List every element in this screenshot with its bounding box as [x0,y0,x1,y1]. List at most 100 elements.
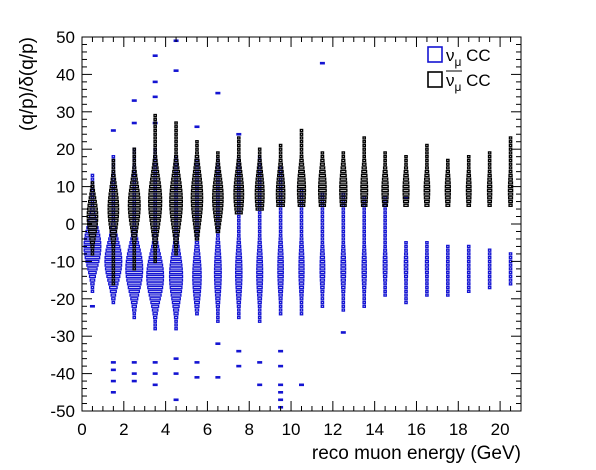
bin-box [90,285,95,290]
bin-box [193,248,200,252]
bin-box [257,154,262,159]
bin-box [425,158,429,163]
bin-box [214,222,222,226]
bin-box [446,282,450,286]
bin-box [487,255,492,260]
bin-box [213,270,222,275]
bin-box [299,222,304,226]
bin-box [402,188,410,193]
outlier-mark [319,61,325,65]
y-tick-label: -10 [50,252,75,271]
bin-box [193,252,201,256]
bin-box [486,192,493,196]
bin-box [173,312,179,316]
bin-box [90,252,95,256]
bin-box [195,147,199,151]
bin-box [277,169,284,174]
bin-box [320,241,325,245]
bin-box [487,274,492,279]
bin-box [215,226,221,230]
bin-box [128,211,141,215]
bin-box [404,293,408,297]
bin-box [86,207,98,211]
bin-box [424,166,429,170]
bin-box [425,154,429,159]
bin-box [425,147,429,151]
bin-box [319,255,326,260]
bin-box [362,218,367,222]
bin-box [319,252,325,256]
bin-box [487,203,492,207]
bin-box [466,162,471,166]
bin-box [193,293,201,297]
bin-box [298,169,305,174]
bin-box [466,158,471,163]
bin-box [425,143,429,148]
bin-box [216,319,220,323]
bin-box [153,113,157,118]
bin-box [362,297,367,301]
y-tick-label: 50 [56,28,75,47]
bin-box [508,255,513,260]
bin-box [236,312,241,316]
bin-box [361,267,367,271]
bin-box [319,278,326,282]
bin-box [508,158,513,163]
bin-box [150,173,160,178]
bin-box [192,259,202,264]
bin-box [192,173,202,178]
bin-box [131,304,137,308]
bin-box [151,233,159,237]
bin-box [466,166,471,170]
bin-box [383,248,388,252]
bin-box [319,270,326,275]
bin-box [153,255,157,260]
bin-box [233,192,245,196]
bin-box [257,226,262,230]
outlier-mark [152,383,158,387]
bin-box [192,282,202,286]
bin-box [340,263,347,267]
bin-box [236,226,241,230]
bin-box [340,278,346,282]
bin-box [257,229,262,234]
bin-box [213,267,222,271]
bin-box [173,241,179,245]
bin-box [257,147,262,151]
bin-box [255,203,265,207]
bin-box [361,274,367,279]
bin-box [110,181,117,185]
bin-box [149,184,162,189]
outlier-mark [278,391,284,394]
bin-box [487,154,492,159]
bin-box [317,188,327,193]
bin-box [148,199,163,204]
bin-box [341,297,346,301]
bin-box [148,207,163,211]
legend-label: νμ CC [446,46,491,69]
bin-box [132,255,137,260]
bin-box [152,158,158,163]
bin-box [170,214,183,219]
bin-box [465,184,472,189]
bin-box [131,169,137,174]
bin-box [404,158,408,163]
outlier-mark [215,342,221,345]
bin-box [192,263,202,267]
bin-box [403,270,409,275]
bin-box [128,188,140,193]
bin-box [404,285,408,290]
bin-box [194,154,200,159]
outlier-mark [152,95,158,99]
outlier-mark [236,349,242,353]
bin-box [299,300,304,305]
bin-box [174,248,178,252]
bin-box [362,226,367,230]
bin-box [129,293,140,297]
bin-box [215,166,221,170]
bin-box [170,184,183,189]
bin-box [404,162,408,166]
legend-entry-2: νμ CC [427,70,491,94]
x-tick-label: 10 [282,420,301,439]
bin-box [507,192,514,196]
